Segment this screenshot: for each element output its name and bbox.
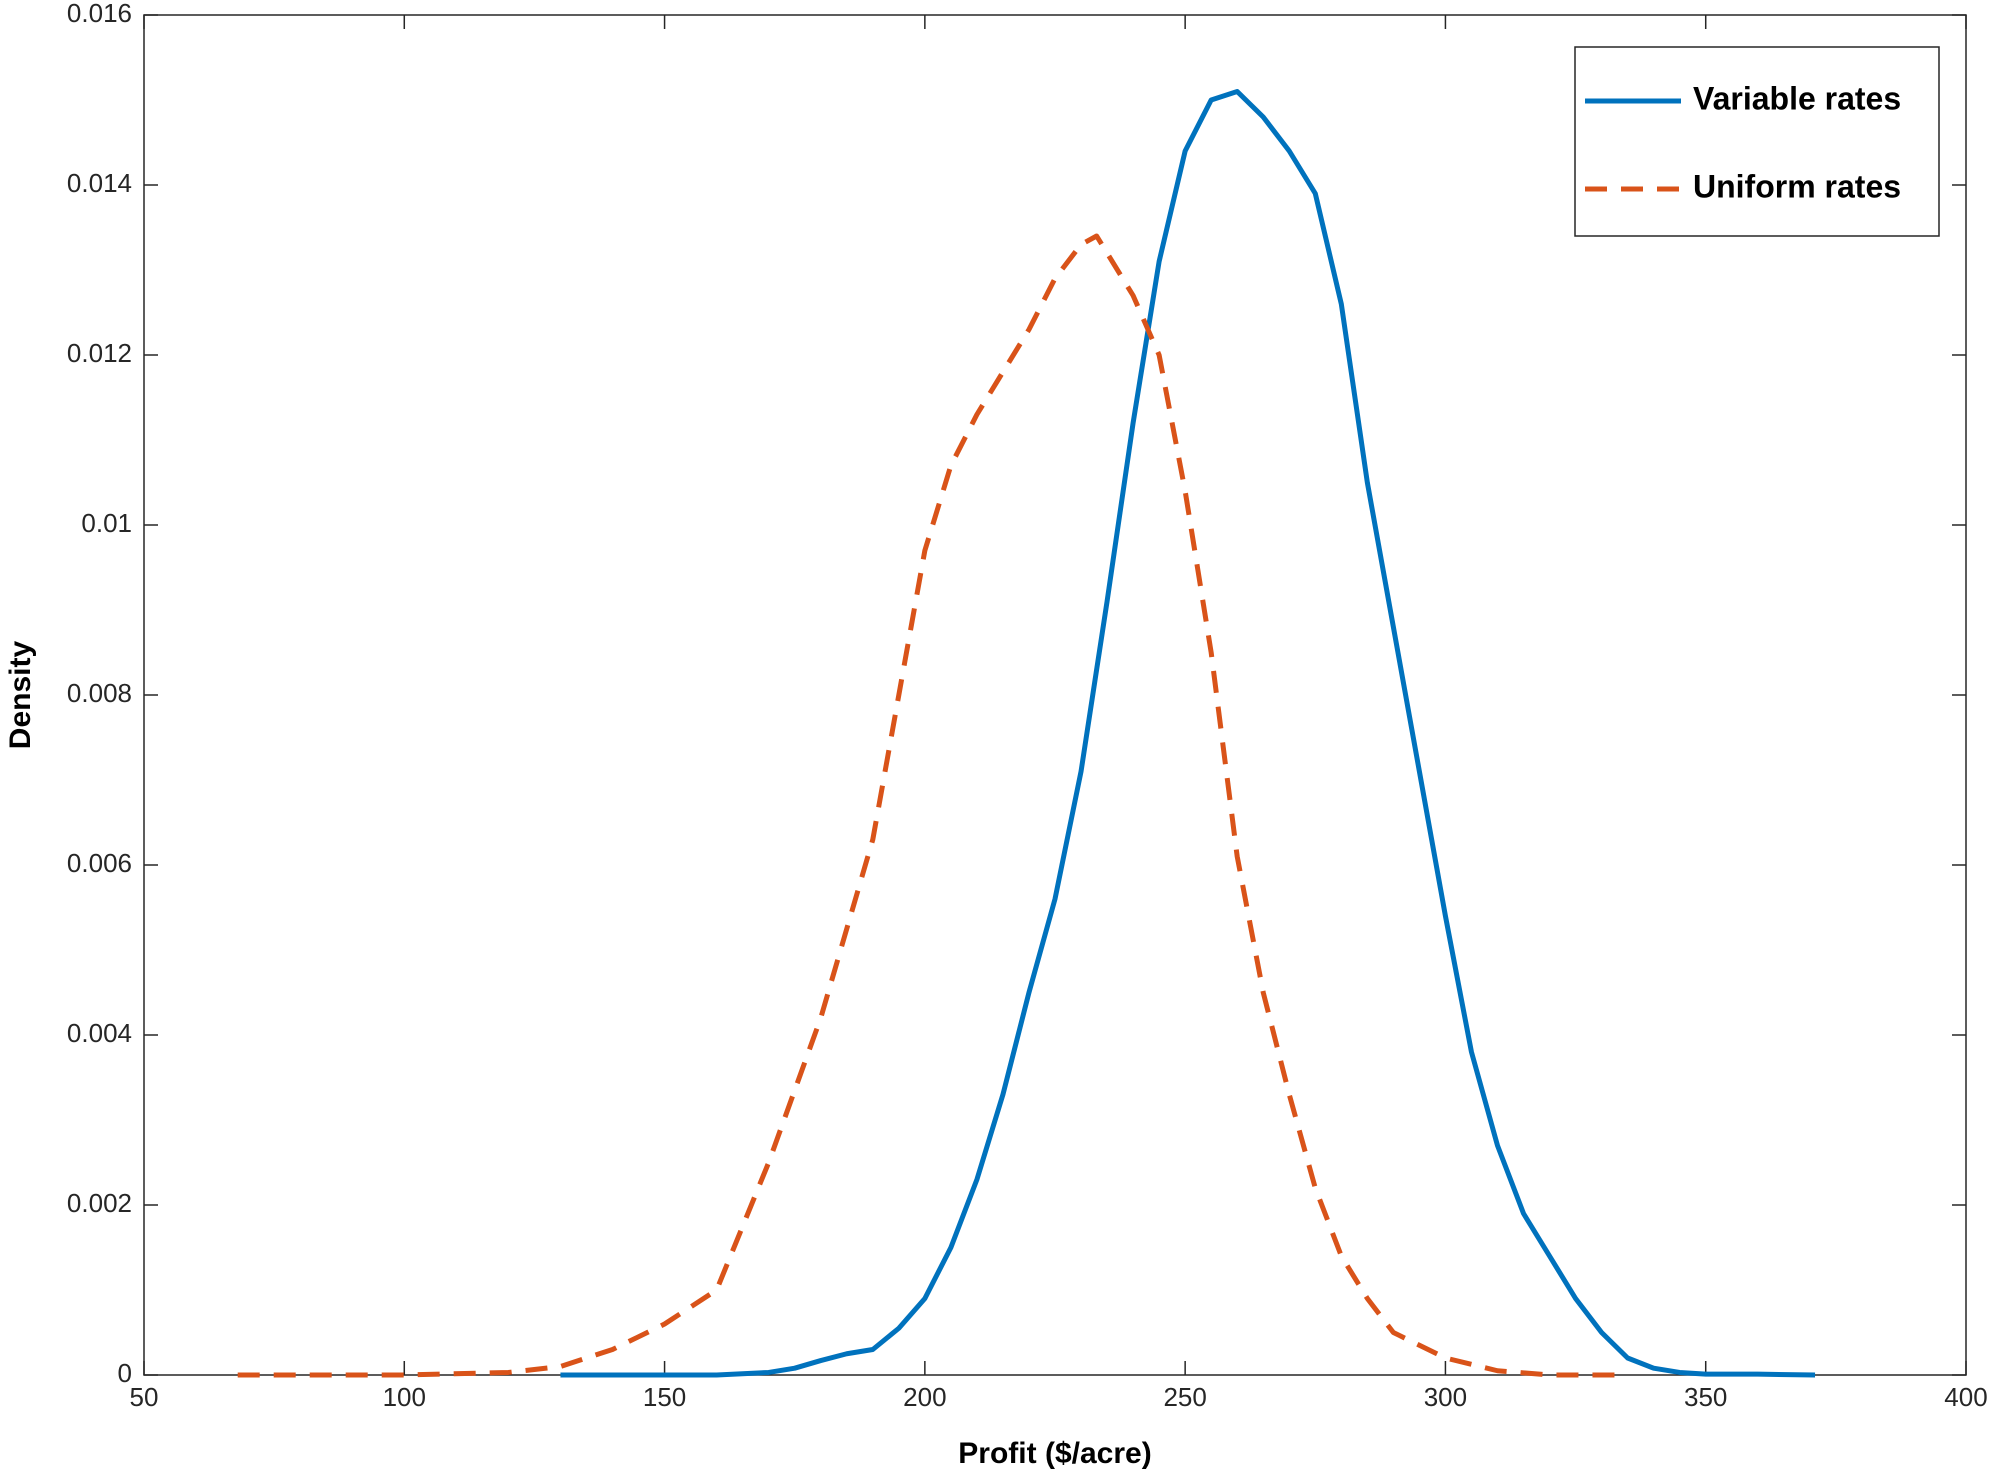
line-series xyxy=(237,233,1628,1378)
y-tick-label: 0.006 xyxy=(67,848,132,878)
y-tick-label: 0.004 xyxy=(67,1018,132,1048)
plot-area xyxy=(143,14,1967,1376)
legend-box xyxy=(1574,46,1940,237)
y-tick-label: 0.016 xyxy=(67,0,132,28)
y-tick-label: 0.012 xyxy=(67,338,132,368)
y-tick-label: 0.014 xyxy=(67,168,132,198)
x-tick-label: 400 xyxy=(1944,1382,1987,1412)
y-tick-label: 0 xyxy=(118,1358,132,1388)
x-tick-label: 300 xyxy=(1424,1382,1467,1412)
y-tick-label: 0.01 xyxy=(81,508,132,538)
y-tick-label: 0.002 xyxy=(67,1188,132,1218)
x-tick-label: 200 xyxy=(903,1382,946,1412)
x-tick-label: 350 xyxy=(1684,1382,1727,1412)
legend-label: Uniform rates xyxy=(1693,168,1901,204)
y-tick-label: 0.008 xyxy=(67,678,132,708)
x-tick-label: 100 xyxy=(383,1382,426,1412)
x-tick-label: 250 xyxy=(1163,1382,1206,1412)
line-series xyxy=(560,89,1816,1378)
x-axis-label: Profit ($/acre) xyxy=(958,1437,1151,1470)
y-axis-label: Density xyxy=(4,641,37,750)
x-tick-label: 150 xyxy=(643,1382,686,1412)
legend-label: Variable rates xyxy=(1693,80,1901,116)
x-tick-label: 50 xyxy=(130,1382,159,1412)
